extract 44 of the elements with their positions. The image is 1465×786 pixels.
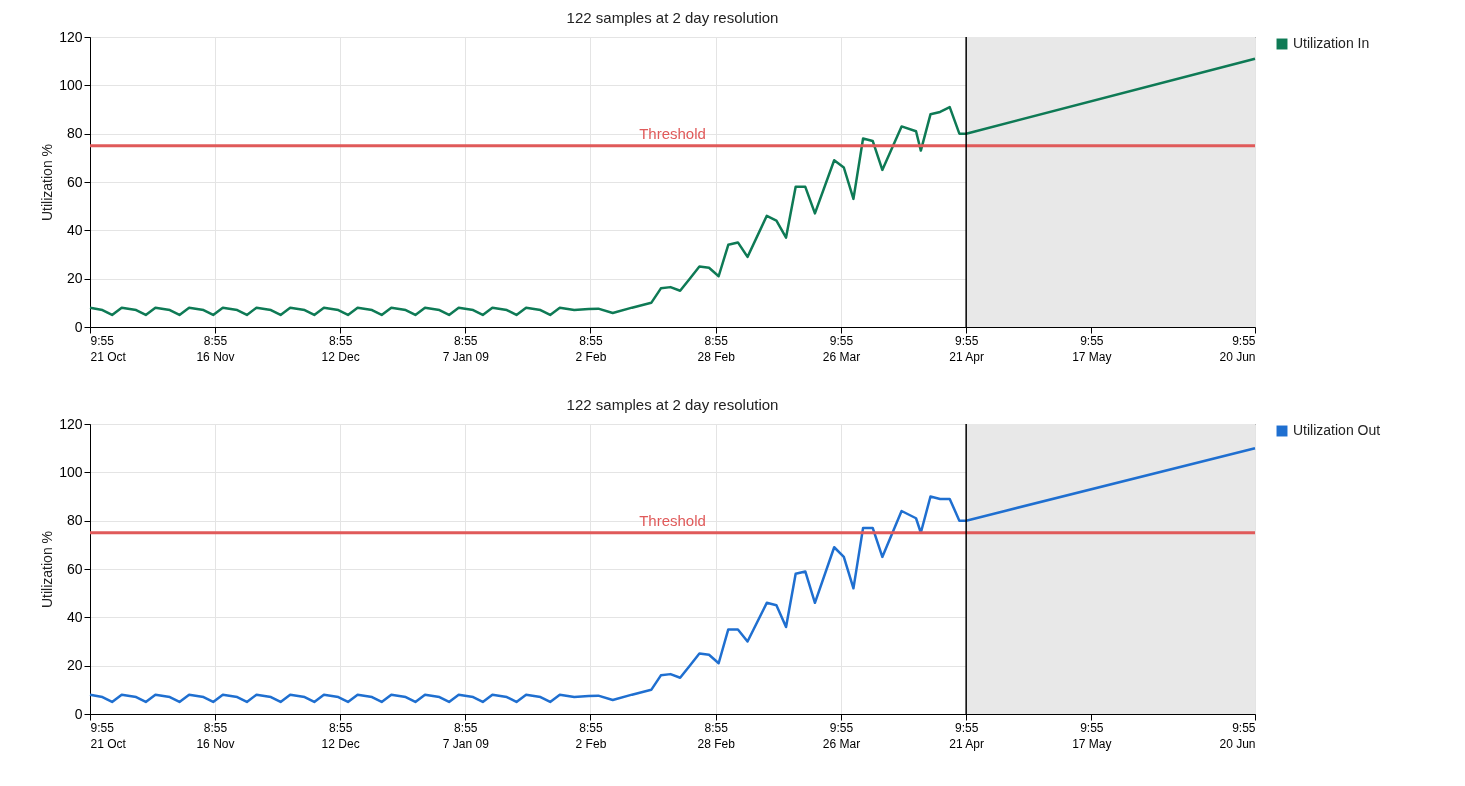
y-tick-label: 100	[59, 76, 83, 93]
x-tick-label: 8:55 16 Nov	[196, 720, 235, 751]
y-tick-label: 60	[66, 173, 83, 190]
y-axis-title: Utilization %	[39, 530, 56, 609]
y-tick-label: 80	[66, 125, 83, 142]
x-tick-label: 9:55 20 Jun	[1219, 720, 1256, 751]
legend-label: Utilization Out	[1293, 422, 1381, 438]
x-tick-label: 9:55 17 May	[1072, 333, 1112, 364]
y-tick-label: 20	[66, 657, 83, 674]
line-series	[88, 57, 1257, 317]
x-tick-label: 9:55 26 Mar	[822, 720, 861, 751]
x-tick-label: 9:55 21 Apr	[949, 720, 985, 751]
x-tick-label: 9:55 21 Apr	[949, 333, 985, 364]
x-tick-label: 8:55 16 Nov	[196, 333, 235, 364]
y-axis-title: Utilization %	[39, 143, 56, 222]
x-tick-label: 8:55 12 Dec	[321, 333, 360, 364]
x-tick-label: 8:55 2 Feb	[575, 333, 607, 364]
y-tick-label: 120	[59, 415, 83, 432]
x-tick-label: 8:55 12 Dec	[321, 720, 360, 751]
x-tick-label: 8:55 28 Feb	[697, 720, 736, 751]
x-tick-label: 8:55 7 Jan 09	[442, 333, 490, 364]
ref-line-label: Threshold	[639, 124, 706, 142]
y-tick-label: 40	[66, 608, 83, 625]
y-tick-label: 20	[66, 270, 83, 287]
x-tick-label: 9:55 21 Oct	[90, 720, 127, 751]
y-tick-label: 100	[59, 463, 83, 480]
y-tick-label: 0	[74, 705, 83, 722]
line-series	[88, 446, 1257, 704]
y-tick-label: 120	[59, 28, 83, 45]
y-tick-label: 60	[66, 560, 83, 577]
y-tick-label: 0	[74, 318, 83, 335]
x-tick-label: 9:55 21 Oct	[90, 333, 127, 364]
x-tick-label: 8:55 2 Feb	[575, 720, 607, 751]
x-tick-label: 9:55 20 Jun	[1219, 333, 1256, 364]
x-tick-label: 8:55 28 Feb	[697, 333, 736, 364]
y-tick-label: 40	[66, 221, 83, 238]
chart-title: 122 samples at 2 day resolution	[566, 9, 779, 26]
x-tick-label: 9:55 26 Mar	[822, 333, 861, 364]
chart-title: 122 samples at 2 day resolution	[566, 396, 779, 413]
legend-label: Utilization In	[1293, 35, 1370, 51]
y-tick-label: 80	[66, 512, 83, 529]
ref-line-label: Threshold	[639, 511, 706, 529]
x-tick-label: 9:55 17 May	[1072, 720, 1112, 751]
x-tick-label: 8:55 7 Jan 09	[442, 720, 490, 751]
